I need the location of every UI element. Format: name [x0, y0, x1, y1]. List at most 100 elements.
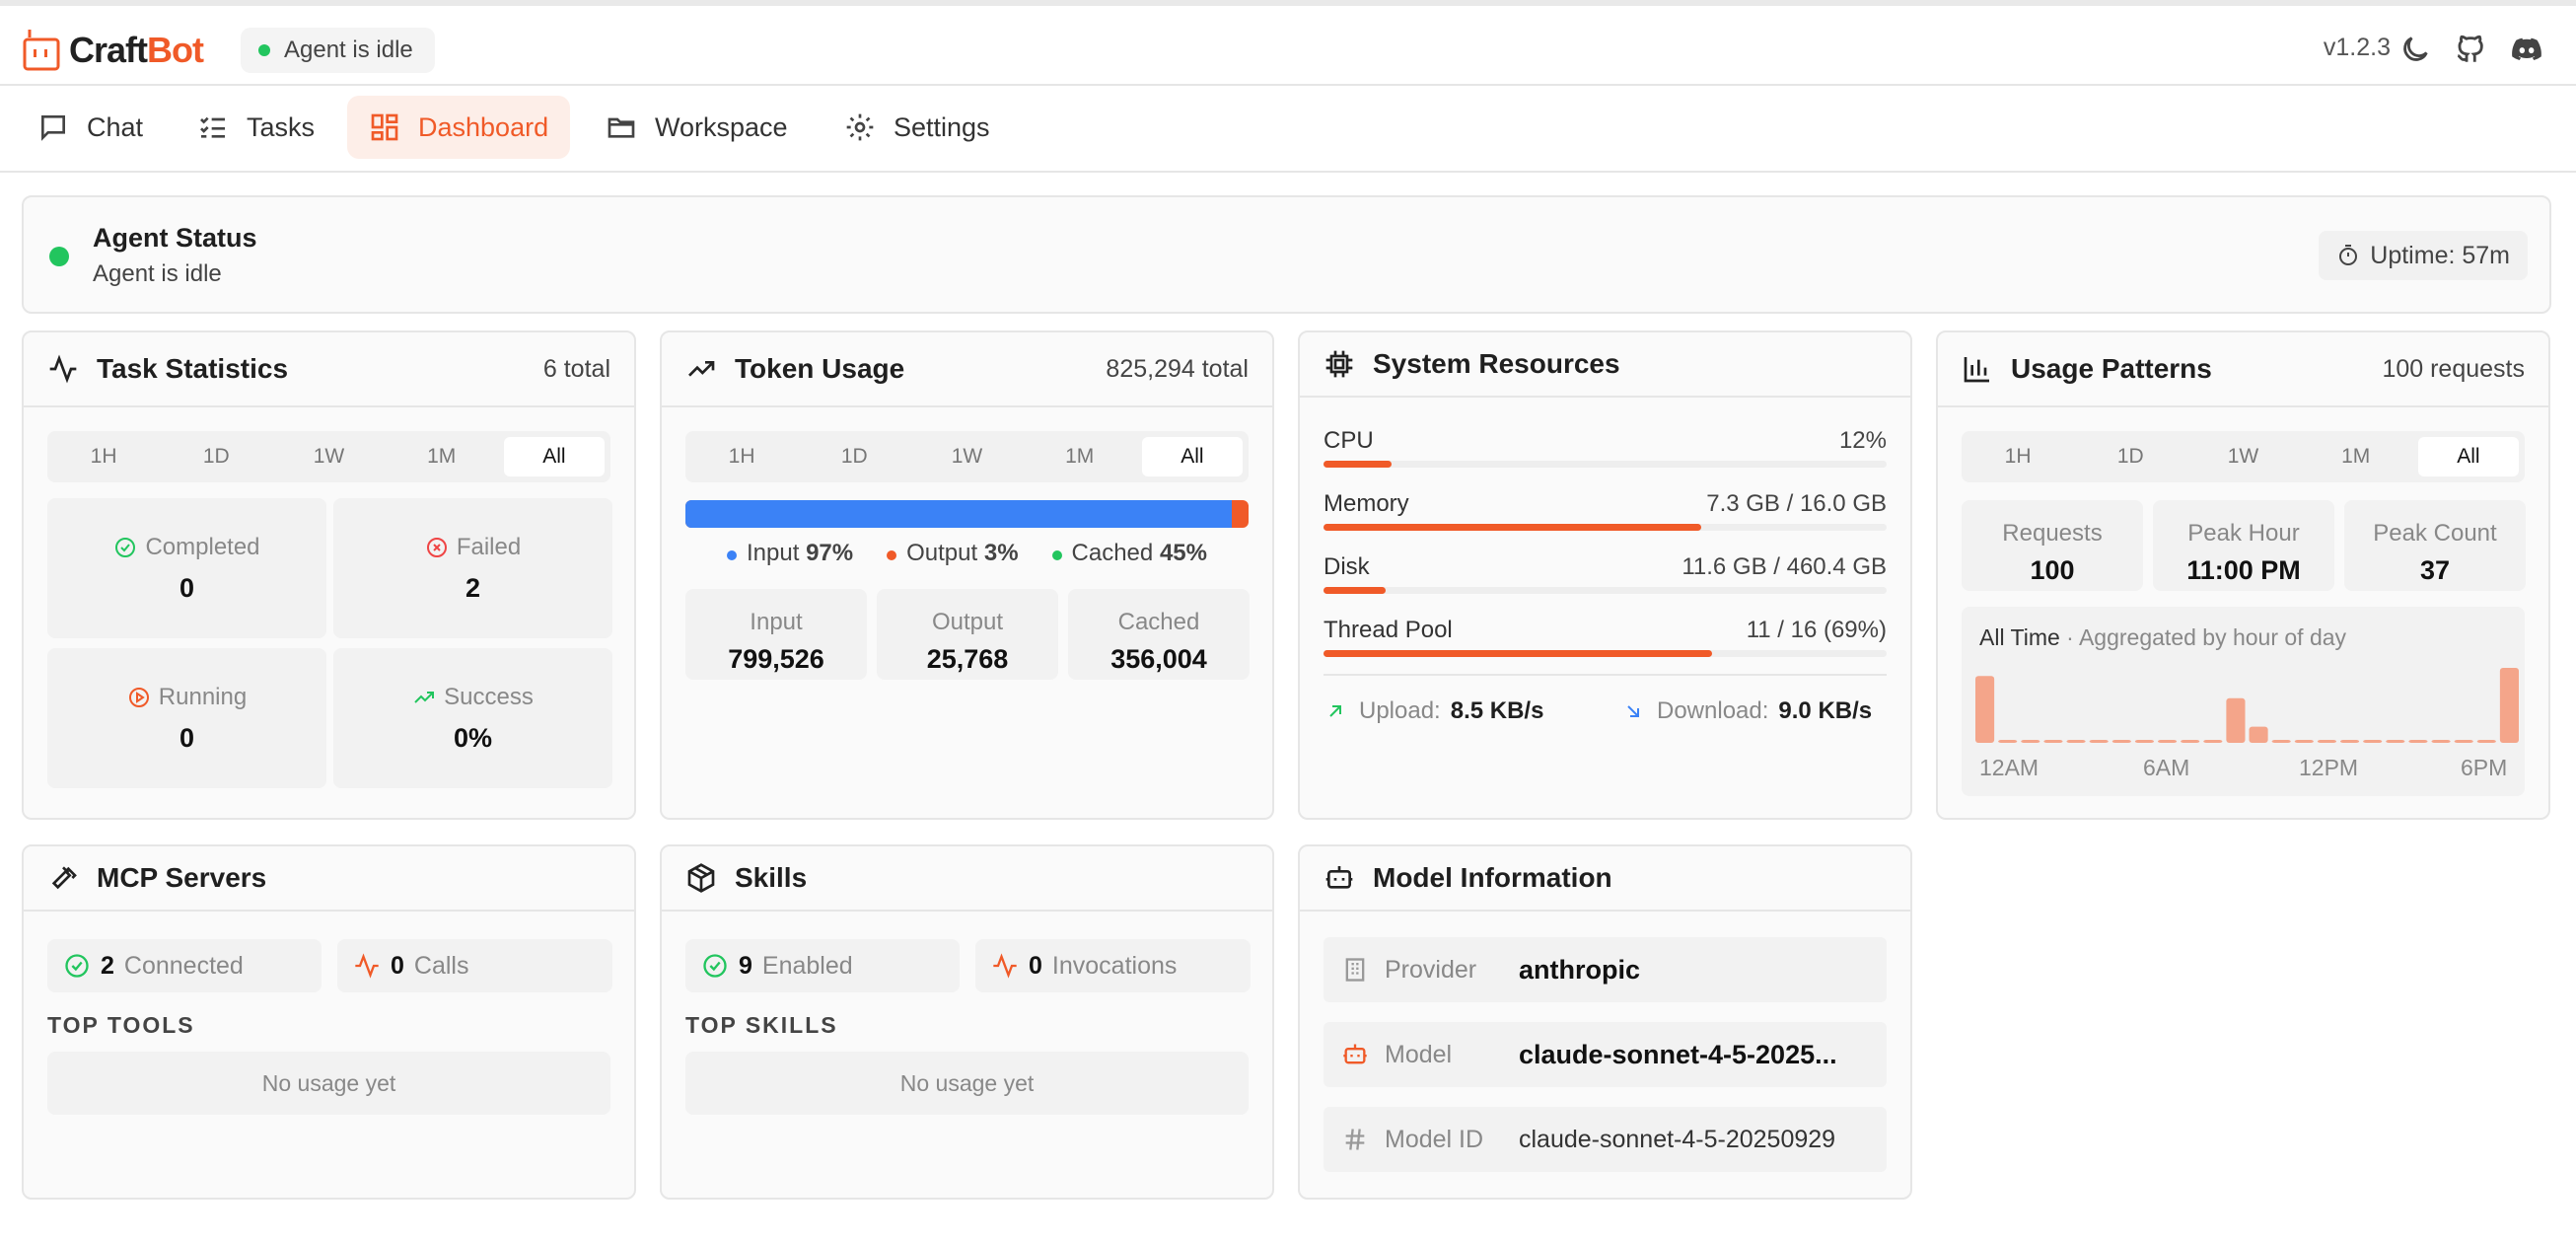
thread-pool-row: Thread Pool 11 / 16 (69%) — [1324, 617, 1887, 666]
range-1d[interactable]: 1D — [202, 445, 230, 468]
hourly-chart-subtitle: · Aggregated by hour of day — [2059, 624, 2347, 650]
trending-up-icon — [688, 361, 715, 377]
x-circle-icon — [426, 538, 447, 557]
activity-icon — [355, 953, 379, 979]
check-circle-icon — [65, 954, 89, 978]
play-circle-icon — [128, 688, 149, 707]
hour-bar-5am — [2089, 740, 2109, 743]
moon-icon[interactable] — [2398, 33, 2432, 66]
upload-value: 8.5 KB/s — [1450, 697, 1544, 724]
range-1h[interactable]: 1H — [90, 445, 117, 468]
input-tokens-label: Input — [750, 609, 803, 635]
model-row: Model claude-sonnet-4-5-2025... — [1324, 1022, 1887, 1087]
mcp-calls-label: Calls — [413, 951, 469, 980]
range-1m[interactable]: 1M — [427, 445, 457, 468]
hour-bar-10am — [2203, 740, 2223, 743]
agent-status-dot-icon — [49, 247, 69, 266]
folder-icon — [608, 117, 635, 138]
top-skills-empty: No usage yet — [685, 1052, 1249, 1115]
token-legend: Input 97% Output 3% Cached 45% — [685, 540, 1249, 567]
failed-count: 2 — [465, 573, 481, 603]
range-1m[interactable]: 1M — [2341, 445, 2371, 468]
hour-bar-4am — [2066, 740, 2086, 743]
peak-count-value: 37 — [2419, 555, 2451, 585]
tab-tasks[interactable]: Tasks — [176, 96, 336, 159]
range-all[interactable]: All — [503, 437, 606, 476]
cached-tokens-label: Cached — [1117, 609, 1200, 635]
tab-dashboard[interactable]: Dashboard — [347, 96, 571, 159]
system-resources-card: System Resources CPU 12% Memory 7.3 GB /… — [1298, 330, 1912, 820]
top-tools-empty: No usage yet — [47, 1052, 610, 1115]
agent-status-pill-label: Agent is idle — [284, 37, 413, 63]
hour-bar-2am — [2021, 740, 2040, 743]
usage-range-selector: 1H 1D 1W 1M All — [1962, 431, 2525, 482]
arrow-up-right-icon — [1329, 705, 1341, 717]
package-icon — [687, 863, 715, 893]
skills-invocations-count: 0 — [1029, 951, 1042, 980]
chat-icon — [41, 115, 65, 141]
tab-chat[interactable]: Chat — [16, 96, 165, 159]
range-1d[interactable]: 1D — [2116, 445, 2144, 468]
model-id-label: Model ID — [1385, 1125, 1484, 1153]
hammer-icon — [51, 866, 77, 890]
tab-workspace[interactable]: Workspace — [584, 96, 810, 159]
upload-label: Upload: — [1359, 697, 1441, 724]
skills-enabled-count: 9 — [739, 951, 752, 980]
range-1w[interactable]: 1W — [951, 445, 983, 468]
activity-icon — [993, 953, 1017, 979]
token-usage-header: Token Usage 825,294 total — [662, 332, 1272, 407]
agent-status-pill: Agent is idle — [241, 28, 435, 73]
mcp-connected-count: 2 — [101, 951, 114, 980]
bar-chart-icon — [1964, 357, 1989, 383]
legend-output: Output 3% — [887, 540, 1019, 567]
range-1w[interactable]: 1W — [313, 445, 345, 468]
range-all[interactable]: All — [1141, 437, 1244, 476]
running-label: Running — [158, 684, 248, 710]
x-tick-6am: 6AM — [2143, 755, 2190, 780]
uptime-label: Uptime: 57m — [2370, 241, 2510, 269]
token-usage-title: Token Usage — [735, 353, 905, 384]
model-id-value: claude-sonnet-4-5-20250929 — [1519, 1125, 1836, 1153]
completed-count: 0 — [179, 573, 195, 603]
resources-divider — [1324, 674, 1887, 676]
download-stat: Download: 9.0 KB/s — [1621, 697, 1872, 725]
tab-workspace-label: Workspace — [655, 111, 788, 142]
peak-hour-tile: Peak Hour 11:00 PM — [2153, 500, 2334, 591]
hour-bar-1am — [1998, 740, 2018, 743]
thread-pool-value: 11 / 16 (69%) — [1746, 617, 1887, 643]
provider-value: anthropic — [1519, 954, 1641, 985]
skills-title: Skills — [735, 862, 808, 893]
provider-label: Provider — [1385, 955, 1477, 984]
x-tick-6pm: 6PM — [2461, 755, 2508, 780]
agent-status-card: Agent Status Agent is idle Uptime: 57m — [22, 195, 2551, 314]
mcp-servers-header: MCP Servers — [24, 846, 634, 912]
tab-settings[interactable]: Settings — [823, 96, 1012, 159]
hourly-chart-panel: All Time · Aggregated by hour of day 12A… — [1962, 607, 2525, 796]
range-1h[interactable]: 1H — [728, 445, 755, 468]
range-1h[interactable]: 1H — [2004, 445, 2032, 468]
range-all[interactable]: All — [2417, 437, 2520, 476]
tab-tasks-label: Tasks — [247, 111, 316, 142]
model-label: Model — [1385, 1040, 1453, 1068]
download-value: 9.0 KB/s — [1778, 697, 1873, 724]
x-tick-12pm: 12PM — [2299, 755, 2359, 780]
output-tokens-tile: Output 25,768 — [877, 589, 1058, 680]
github-icon[interactable] — [2454, 33, 2487, 66]
token-total: 825,294 total — [1106, 354, 1249, 383]
hour-bar-6am — [2111, 740, 2131, 743]
disk-bar-fill — [1324, 587, 1386, 594]
app-logo[interactable]: CraftBot — [22, 26, 204, 75]
success-rate: 0% — [453, 723, 493, 753]
thread-pool-label: Thread Pool — [1324, 617, 1453, 643]
input-tokens-tile: Input 799,526 — [685, 589, 867, 680]
output-tokens-value: 25,768 — [926, 644, 1009, 674]
cpu-bar — [1324, 461, 1887, 468]
range-1d[interactable]: 1D — [840, 445, 868, 468]
discord-icon[interactable] — [2510, 33, 2543, 66]
range-1m[interactable]: 1M — [1065, 445, 1095, 468]
range-1w[interactable]: 1W — [2227, 445, 2259, 468]
thread-pool-bar — [1324, 650, 1887, 657]
running-count: 0 — [179, 723, 195, 753]
uptime-badge: Uptime: 57m — [2319, 231, 2528, 280]
task-range-selector: 1H 1D 1W 1M All — [47, 431, 610, 482]
